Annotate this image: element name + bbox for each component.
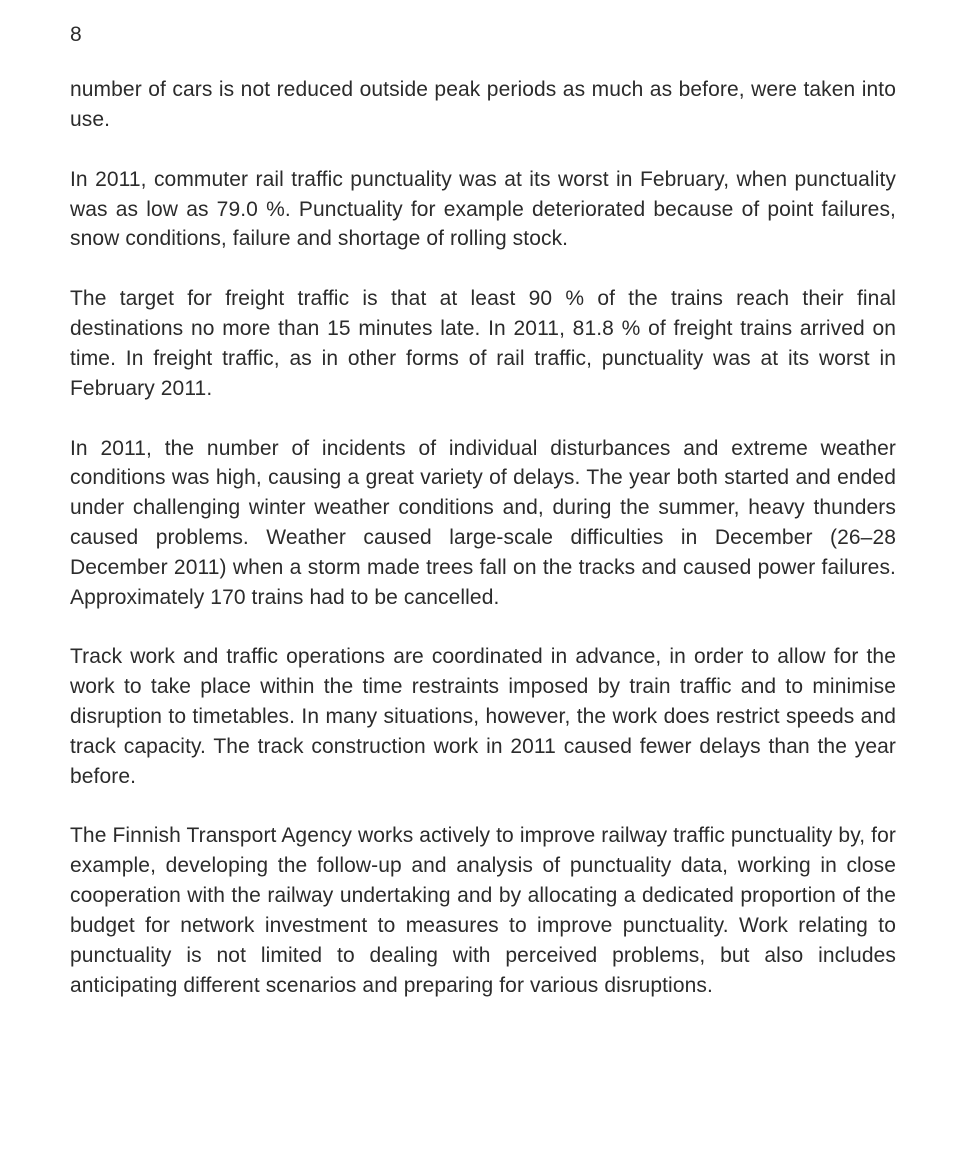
page-number: 8	[70, 22, 896, 47]
document-page: 8 number of cars is not reduced outside …	[0, 0, 960, 1176]
body-paragraph: The target for freight traffic is that a…	[70, 284, 896, 403]
body-paragraph: Track work and traffic operations are co…	[70, 642, 896, 791]
body-paragraph: The Finnish Transport Agency works activ…	[70, 821, 896, 1000]
body-paragraph: number of cars is not reduced outside pe…	[70, 75, 896, 135]
body-paragraph: In 2011, commuter rail traffic punctuali…	[70, 165, 896, 254]
body-paragraph: In 2011, the number of incidents of indi…	[70, 434, 896, 613]
